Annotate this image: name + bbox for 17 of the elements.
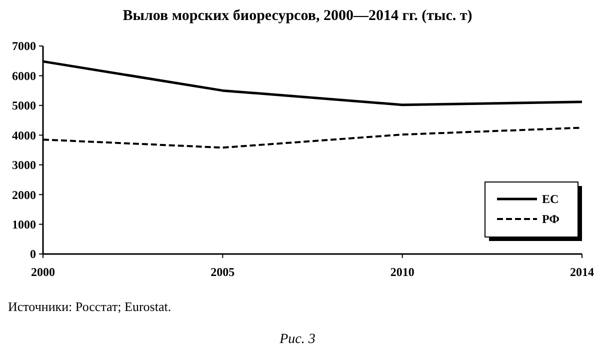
x-tick-label: 2014 (570, 265, 594, 279)
y-tick-label: 6000 (12, 68, 36, 83)
x-tick-label: 2010 (390, 265, 414, 279)
y-tick-label: 2000 (12, 188, 36, 202)
legend-label: РФ (542, 212, 560, 226)
text: Источники: Росстат; Eurostat. (8, 299, 172, 314)
legend-label: ЕС (542, 192, 559, 206)
y-tick-label: 4000 (12, 128, 36, 142)
y-tick-label: 0 (30, 247, 36, 262)
y-tick-label: 3000 (12, 158, 36, 172)
chart-title: Вылов морских биоресурсов, 2000—2014 гг. (тыс. т) (122, 8, 472, 24)
x-tick-label: 2005 (210, 265, 235, 279)
y-tick-label: 5000 (12, 98, 36, 113)
text: Рис. 3 (278, 332, 316, 347)
x-tick-label: 2000 (31, 265, 55, 279)
y-tick-label: 1000 (12, 217, 36, 232)
y-tick-label: 7000 (12, 39, 36, 54)
